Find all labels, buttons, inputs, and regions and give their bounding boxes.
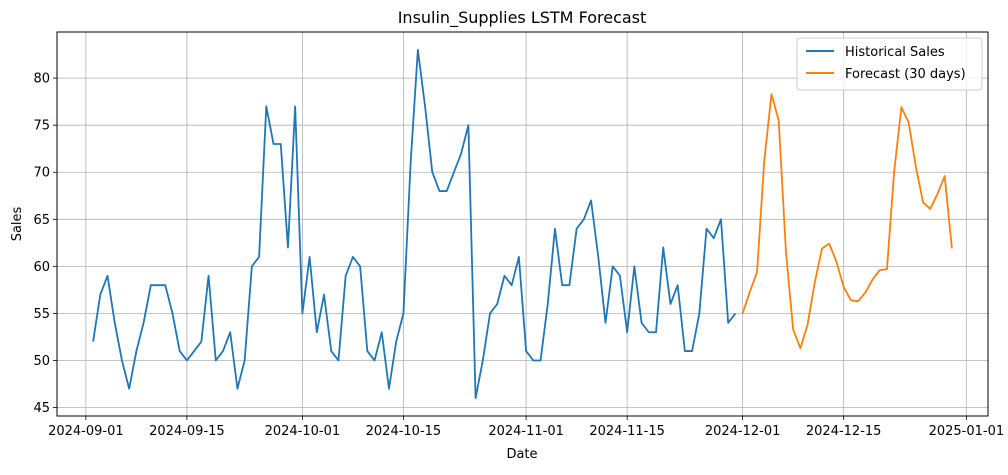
legend-box (796, 37, 983, 91)
legend: Historical Sales Forecast (30 days) (796, 37, 983, 91)
historical-sales-line (92, 48, 737, 400)
legend-label-historical: Historical Sales (845, 45, 945, 60)
x-tick-label: 2024-10-01 (265, 424, 341, 439)
y-tick-label: 45 (33, 401, 50, 416)
x-tick-label: 2024-09-15 (149, 424, 225, 439)
plot-frame (56, 31, 989, 417)
series-layer (92, 48, 953, 400)
y-tick-label: 70 (33, 166, 50, 181)
y-tick-label: 65 (33, 213, 50, 228)
x-tick-label: 2025-01-01 (929, 424, 1005, 439)
y-tick-label: 80 (33, 72, 50, 87)
x-tick-label: 2024-10-15 (366, 424, 442, 439)
forecast-line (741, 93, 953, 350)
y-axis-ticks: 45 50 55 60 65 70 75 80 (33, 72, 57, 416)
chart-title: Insulin_Supplies LSTM Forecast (398, 8, 647, 28)
x-axis-ticks: 2024-09-01 2024-09-15 2024-10-01 2024-10-15… (48, 416, 1004, 439)
x-tick-label: 2024-12-01 (705, 424, 781, 439)
x-tick-label: 2024-11-01 (488, 424, 564, 439)
x-tick-label: 2024-11-15 (589, 424, 665, 439)
y-tick-label: 60 (33, 260, 50, 275)
y-tick-label: 55 (33, 307, 50, 322)
y-tick-label: 75 (33, 119, 50, 134)
y-axis-label: Sales (10, 206, 25, 241)
x-tick-label: 2024-09-01 (48, 424, 124, 439)
legend-label-forecast: Forecast (30 days) (845, 67, 966, 82)
y-tick-label: 50 (33, 354, 50, 369)
x-axis-label: Date (506, 447, 537, 462)
x-tick-label: 2024-12-15 (806, 424, 882, 439)
